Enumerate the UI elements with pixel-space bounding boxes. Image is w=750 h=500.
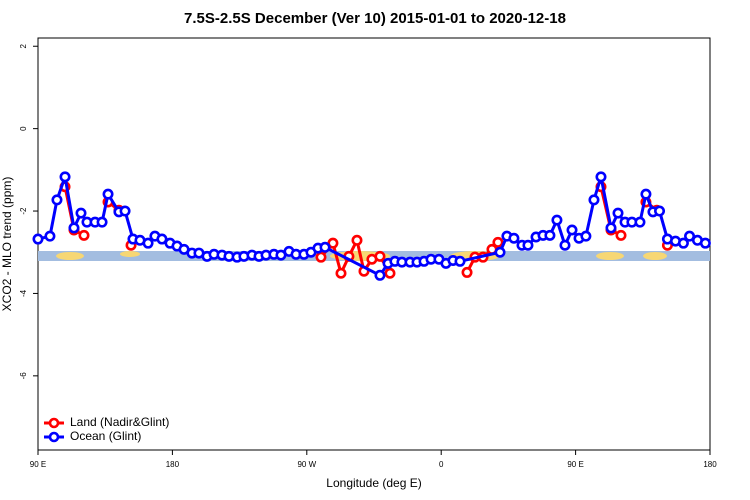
x-axis-label: Longitude (deg E)	[326, 476, 421, 490]
legend-marker	[48, 431, 60, 443]
data-point	[551, 214, 563, 226]
data-point	[78, 229, 90, 241]
data-point	[559, 239, 571, 251]
data-point	[605, 222, 617, 234]
data-point	[156, 233, 168, 245]
y-tick-label: -2	[19, 207, 28, 215]
land-patch	[120, 251, 140, 257]
data-point	[96, 216, 108, 228]
data-point	[494, 246, 506, 258]
y-tick-label: -4	[19, 289, 28, 297]
data-point	[654, 205, 666, 217]
data-point	[319, 241, 331, 253]
data-point	[566, 224, 578, 236]
x-tick-label: 90 E	[30, 460, 46, 469]
data-point	[684, 230, 696, 242]
data-point	[75, 207, 87, 219]
data-point	[327, 237, 339, 249]
legend-label: Land (Nadir&Glint)	[70, 415, 169, 429]
x-tick-label: 90 E	[567, 460, 583, 469]
data-point	[454, 255, 466, 267]
land-patch	[643, 252, 667, 260]
data-point	[544, 229, 556, 241]
data-point	[119, 205, 131, 217]
chart-title: 7.5S-2.5S December (Ver 10) 2015-01-01 t…	[184, 10, 566, 27]
data-point	[102, 188, 114, 200]
data-point	[461, 266, 473, 278]
data-point	[612, 207, 624, 219]
data-point	[634, 216, 646, 228]
land-patch	[56, 252, 84, 260]
data-point	[374, 269, 386, 281]
y-tick-label: -6	[19, 372, 28, 380]
y-tick-label: 0	[19, 126, 28, 131]
data-point	[44, 230, 56, 242]
data-point	[588, 194, 600, 206]
x-tick-label: 180	[703, 460, 717, 469]
data-point	[580, 230, 592, 242]
data-point	[335, 267, 347, 279]
data-point	[595, 171, 607, 183]
data-point	[68, 222, 80, 234]
legend-marker	[48, 417, 60, 429]
data-point	[384, 267, 396, 279]
data-point	[677, 237, 689, 249]
data-point	[615, 229, 627, 241]
x-tick-label: 180	[166, 460, 180, 469]
data-point	[351, 234, 363, 246]
data-point	[32, 233, 44, 245]
data-point	[522, 239, 534, 251]
y-tick-label: 2	[19, 43, 28, 48]
x-tick-label: 90 W	[297, 460, 316, 469]
data-point	[142, 237, 154, 249]
data-point	[640, 188, 652, 200]
x-tick-label: 0	[439, 460, 444, 469]
data-point	[508, 232, 520, 244]
data-point	[374, 250, 386, 262]
land-patch	[596, 252, 624, 260]
data-point	[59, 171, 71, 183]
data-point	[315, 251, 327, 263]
data-point	[699, 237, 711, 249]
data-point	[51, 194, 63, 206]
data-point	[492, 236, 504, 248]
legend-label: Ocean (Glint)	[70, 429, 141, 443]
y-axis-label: XCO2 - MLO trend (ppm)	[0, 177, 14, 312]
